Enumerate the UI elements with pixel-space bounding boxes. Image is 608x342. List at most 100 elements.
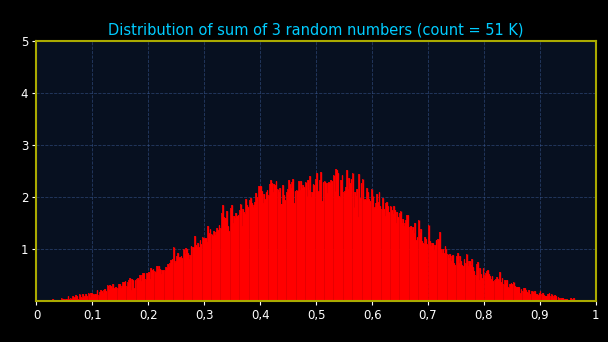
Bar xyxy=(340,180,342,301)
Bar xyxy=(140,281,142,301)
Bar xyxy=(458,263,460,301)
Bar xyxy=(309,175,311,301)
Bar xyxy=(190,254,191,301)
Bar xyxy=(466,254,468,301)
Bar xyxy=(131,278,133,301)
Bar xyxy=(540,291,541,301)
Bar xyxy=(391,210,393,301)
Bar xyxy=(64,300,66,301)
Bar xyxy=(74,297,76,301)
Bar xyxy=(252,207,254,301)
Bar xyxy=(243,212,245,301)
Bar xyxy=(441,252,443,301)
Bar xyxy=(102,293,104,301)
Bar xyxy=(157,269,159,301)
Bar xyxy=(567,300,568,301)
Bar xyxy=(430,247,432,301)
Bar xyxy=(511,283,512,301)
Bar xyxy=(524,288,526,301)
Bar xyxy=(333,175,334,301)
Bar xyxy=(532,291,533,301)
Bar xyxy=(446,249,447,301)
Bar xyxy=(235,213,237,301)
Bar xyxy=(195,245,197,301)
Bar xyxy=(498,280,500,301)
Bar xyxy=(62,299,64,301)
Bar xyxy=(506,280,508,301)
Bar xyxy=(170,260,172,301)
Bar xyxy=(572,300,574,301)
Bar xyxy=(259,186,260,301)
Bar xyxy=(576,300,578,301)
Bar xyxy=(338,197,340,301)
Bar xyxy=(522,291,523,301)
Bar xyxy=(80,297,81,301)
Bar xyxy=(561,298,562,301)
Bar xyxy=(86,296,88,301)
Bar xyxy=(141,275,143,301)
Bar xyxy=(225,218,227,301)
Bar xyxy=(355,196,357,301)
Bar xyxy=(285,199,286,301)
Bar xyxy=(563,300,565,301)
Bar xyxy=(171,259,173,301)
Bar xyxy=(443,252,445,301)
Bar xyxy=(396,212,398,301)
Bar xyxy=(438,239,440,301)
Bar xyxy=(347,189,349,301)
Bar xyxy=(381,209,382,301)
Bar xyxy=(457,253,458,301)
Bar xyxy=(240,203,241,301)
Bar xyxy=(95,294,97,301)
Bar xyxy=(214,235,216,301)
Bar xyxy=(470,265,472,301)
Bar xyxy=(121,286,123,301)
Bar xyxy=(351,179,352,301)
Bar xyxy=(222,205,224,301)
Bar xyxy=(81,298,83,301)
Bar xyxy=(402,219,404,301)
Bar xyxy=(379,192,380,301)
Bar xyxy=(167,264,169,301)
Bar xyxy=(505,283,506,301)
Bar xyxy=(50,300,52,301)
Bar xyxy=(270,180,272,301)
Bar xyxy=(186,249,188,301)
Bar xyxy=(536,294,538,301)
Bar xyxy=(327,183,329,301)
Bar xyxy=(385,203,387,301)
Bar xyxy=(247,207,249,301)
Bar xyxy=(431,244,433,301)
Bar xyxy=(407,215,409,301)
Bar xyxy=(66,300,68,301)
Bar xyxy=(133,279,134,301)
Bar xyxy=(275,181,277,301)
Bar xyxy=(287,189,288,301)
Bar xyxy=(70,299,72,301)
Bar xyxy=(447,254,449,301)
Bar xyxy=(459,255,461,301)
Bar xyxy=(302,188,303,301)
Bar xyxy=(207,225,209,301)
Bar xyxy=(474,271,475,301)
Bar xyxy=(281,203,283,301)
Bar xyxy=(93,295,95,301)
Bar xyxy=(159,269,161,301)
Bar xyxy=(508,288,510,301)
Bar xyxy=(278,193,280,301)
Bar xyxy=(184,253,185,301)
Bar xyxy=(548,293,550,301)
Bar xyxy=(148,272,150,301)
Bar xyxy=(146,273,148,301)
Bar xyxy=(495,278,497,301)
Bar xyxy=(486,272,488,301)
Bar xyxy=(550,297,551,301)
Bar xyxy=(149,279,151,301)
Bar xyxy=(361,183,362,301)
Bar xyxy=(231,205,232,301)
Bar xyxy=(410,226,412,301)
Bar xyxy=(432,244,434,301)
Bar xyxy=(492,280,494,301)
Bar xyxy=(482,277,483,301)
Bar xyxy=(353,207,354,301)
